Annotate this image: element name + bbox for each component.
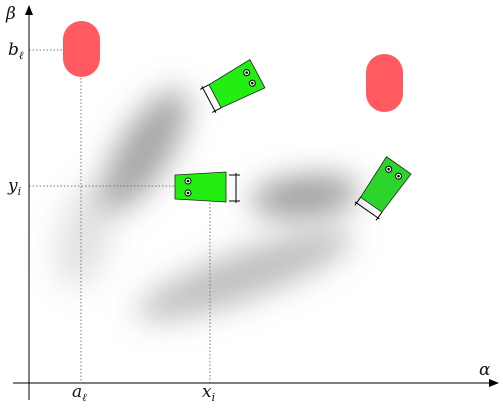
blob-upper-left: [101, 89, 189, 211]
robot-top: [199, 58, 266, 113]
uncertainty-blobs: [56, 89, 360, 321]
blob-left-faint: [56, 181, 114, 289]
tick-label-y: yi: [8, 176, 22, 198]
axes: [13, 5, 499, 400]
landmark-right: [366, 54, 403, 112]
robot-wheels: [354, 196, 383, 221]
robot-wheels: [199, 84, 222, 113]
blob-center: [250, 175, 360, 217]
tick-label-a: aℓ: [72, 382, 87, 404]
tick-label-b: bℓ: [8, 40, 24, 62]
landmark-left: [63, 21, 100, 77]
robot-center: [174, 171, 240, 203]
robot-wheels: [229, 173, 240, 203]
blob-lower: [136, 229, 354, 321]
robot-body: [360, 156, 412, 213]
landmarks: [63, 21, 403, 112]
robot-right: [354, 156, 412, 221]
x-axis-label: α: [479, 360, 491, 380]
robot-eyes: [184, 177, 192, 197]
robot-body: [174, 171, 227, 203]
tick-label-x: xi: [202, 382, 216, 404]
y-axis-label: β: [6, 4, 16, 24]
robot-body: [208, 58, 266, 109]
